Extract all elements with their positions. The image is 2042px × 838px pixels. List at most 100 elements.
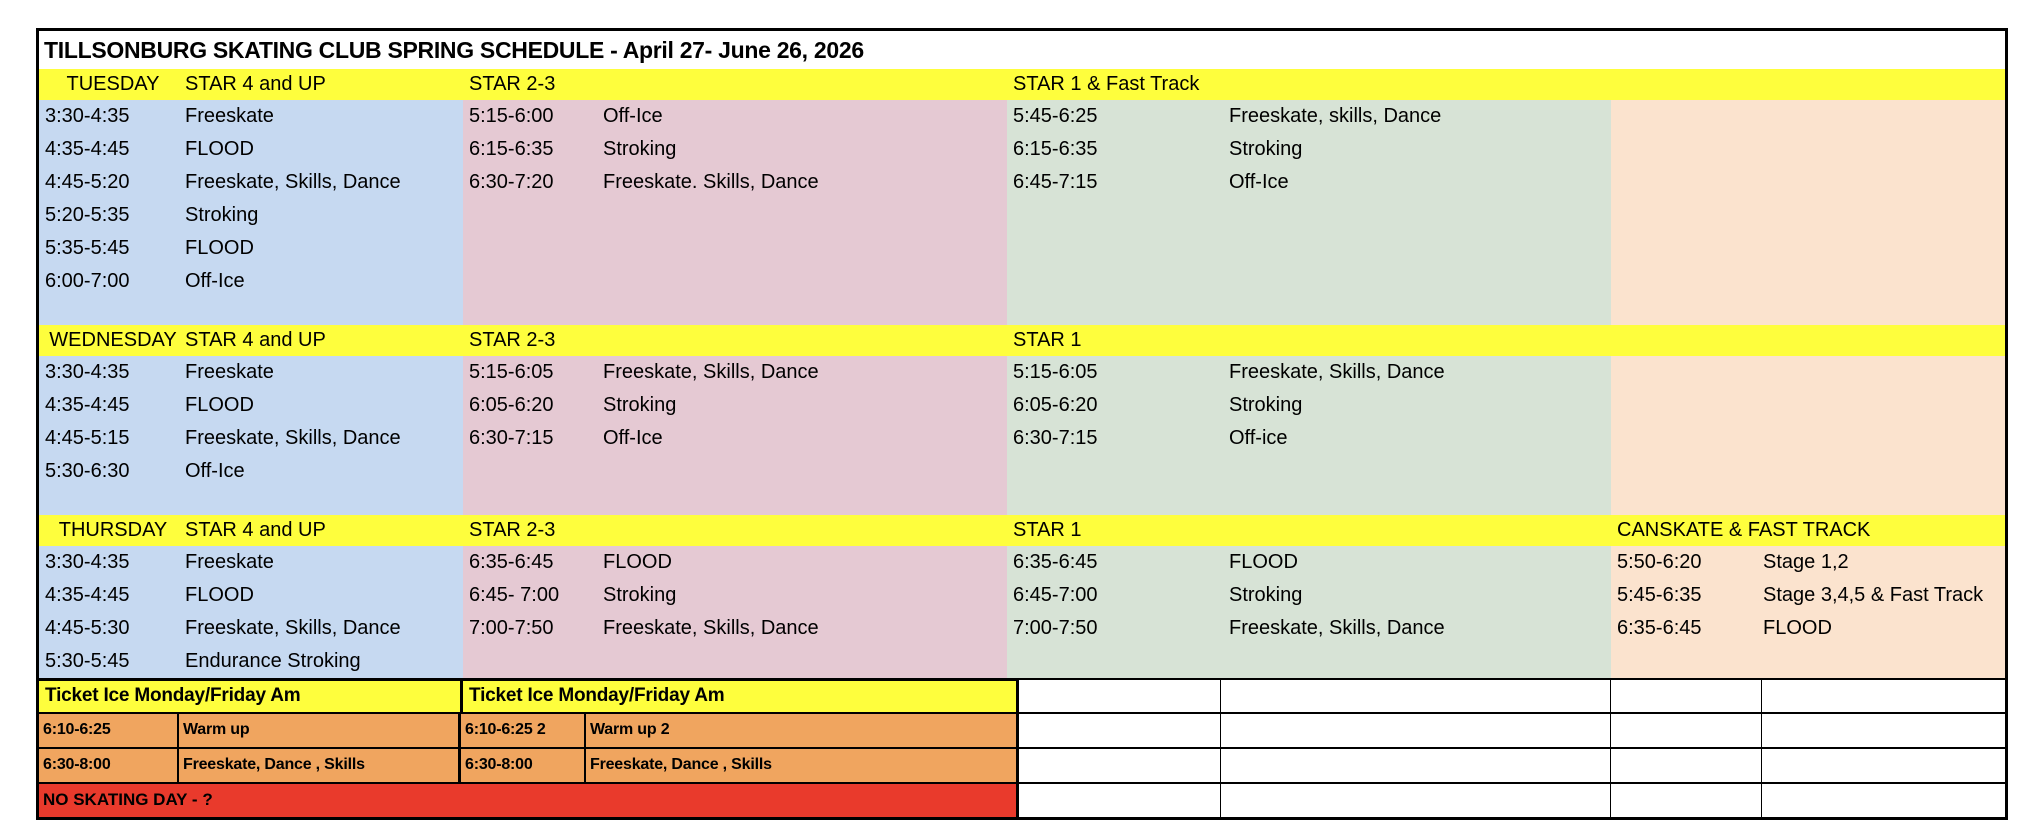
ticket-row: 6:30-8:00 Freeskate, Dance , Skills 6:30… (39, 747, 1016, 782)
schedule-entry: 6:35-6:45 FLOOD (463, 546, 1007, 579)
schedule-entry: 7:00-7:50 Freeskate, Skills, Dance (463, 612, 1007, 645)
schedule-entry: 5:30-5:45 Endurance Stroking (39, 645, 463, 678)
entry-time: 5:45-6:25 (1013, 105, 1098, 127)
entry-time: 7:00-7:50 (469, 617, 554, 639)
schedule-entry: 6:30-7:15 Off-ice (1007, 422, 1611, 455)
entry-label: Stroking (603, 394, 677, 416)
ticket-time-cell: 6:10-6:25 (39, 714, 179, 747)
entry-time: 7:00-7:50 (1013, 617, 1098, 639)
entry-time: 6:00-7:00 (45, 270, 130, 292)
entry-label: Stroking (1229, 138, 1303, 160)
empty-cell (1611, 749, 1762, 782)
schedule-entry: 5:50-6:20 Stage 1,2 (1611, 546, 2005, 579)
entry-time: 6:35-6:45 (1013, 551, 1098, 573)
ticket-header-cell: Ticket Ice Monday/Friday Am (39, 681, 463, 712)
entry-time: 6:45- 7:00 (469, 584, 560, 606)
entry-time: 5:30-5:45 (45, 650, 130, 672)
ticket-ice-section: Ticket Ice Monday/Friday Am Ticket Ice M… (39, 678, 1019, 817)
empty-cell (1019, 784, 1221, 817)
entry-label: Stroking (1229, 394, 1303, 416)
entry-label: Freeskate, Skills, Dance (603, 361, 819, 383)
entry-label: Stage 1,2 (1763, 551, 1849, 573)
ticket-header-cell: Ticket Ice Monday/Friday Am (463, 681, 1016, 712)
column-header: STAR 2-3 (469, 519, 556, 541)
column-header: CANSKATE & FAST TRACK (1617, 519, 1871, 541)
star1-column: 6:35-6:45 FLOOD 6:45-7:00 Stroking 7:00-7:50… (1007, 546, 1611, 678)
entry-label: Endurance Stroking (185, 650, 361, 672)
schedule-entry: 6:35-6:45 FLOOD (1611, 612, 2005, 645)
empty-cell (1019, 749, 1221, 782)
entry-label: Stroking (1229, 584, 1303, 606)
entry-time: 4:35-4:45 (45, 138, 130, 160)
schedule-entry: 5:15-6:05 Freeskate, Skills, Dance (463, 356, 1007, 389)
schedule-entry: 7:00-7:50 Freeskate, Skills, Dance (1007, 612, 1611, 645)
entry-time: 6:15-6:35 (469, 138, 554, 160)
column-header: STAR 1 (1013, 519, 1082, 541)
thursday-header-row: THURSDAY STAR 4 and UP STAR 2-3 STAR 1 C… (39, 515, 2005, 546)
schedule-entry: 6:30-7:20 Freeskate. Skills, Dance (463, 166, 1007, 199)
ticket-header-row: Ticket Ice Monday/Friday Am Ticket Ice M… (39, 681, 1016, 712)
schedule-entry: 4:45-5:30 Freeskate, Skills, Dance (39, 612, 463, 645)
entry-time: 4:45-5:15 (45, 427, 130, 449)
schedule-entry: 3:30-4:35 Freeskate (39, 356, 463, 389)
entry-label: Freeskate, Skills, Dance (185, 171, 401, 193)
empty-cell (1221, 749, 1611, 782)
empty-cell (1221, 680, 1611, 712)
entry-time: 5:15-6:00 (469, 105, 554, 127)
empty-cell (1611, 714, 1762, 747)
title-row: TILLSONBURG SKATING CLUB SPRING SCHEDULE… (39, 31, 2005, 69)
column-header: STAR 1 (1013, 329, 1082, 351)
ticket-label-cell: Freeskate, Dance , Skills (179, 749, 461, 782)
empty-cell (1762, 784, 2005, 817)
no-skating-row: NO SKATING DAY - ? (39, 782, 1016, 817)
entry-label: FLOOD (185, 584, 254, 606)
entry-label: Freeskate, Skills, Dance (1229, 617, 1445, 639)
entry-label: Freeskate, Skills, Dance (185, 427, 401, 449)
entry-time: 5:15-6:05 (1013, 361, 1098, 383)
schedule-entry: 6:35-6:45 FLOOD (1007, 546, 1611, 579)
entry-time: 3:30-4:35 (45, 551, 130, 573)
empty-cell (1221, 714, 1611, 747)
empty-cell (1762, 714, 2005, 747)
schedule-entry: 5:20-5:35 Stroking (39, 199, 463, 232)
thursday-band: 3:30-4:35 Freeskate 4:35-4:45 FLOOD 4:45-5:3… (39, 546, 2005, 678)
entry-label: Freeskate, Skills, Dance (603, 617, 819, 639)
entry-label: Freeskate, Skills, Dance (185, 617, 401, 639)
ticket-time-cell: 6:10-6:25 2 (461, 714, 586, 747)
entry-time: 4:45-5:30 (45, 617, 130, 639)
entry-time: 6:35-6:45 (1617, 617, 1702, 639)
ticket-row: 6:10-6:25 Warm up 6:10-6:25 2 Warm up 2 (39, 712, 1016, 747)
column-header: STAR 4 and UP (185, 73, 326, 95)
entry-label: Freeskate. Skills, Dance (603, 171, 819, 193)
schedule-entry: 6:45- 7:00 Stroking (463, 579, 1007, 612)
entry-time: 4:45-5:20 (45, 171, 130, 193)
ticket-label-cell: Freeskate, Dance , Skills (586, 749, 1016, 782)
entry-label: Freeskate, skills, Dance (1229, 105, 1442, 127)
entry-label: Off-ice (1229, 427, 1288, 449)
entry-label: Freeskate (185, 105, 274, 127)
entry-time: 6:05-6:20 (469, 394, 554, 416)
schedule-sheet: TILLSONBURG SKATING CLUB SPRING SCHEDULE… (36, 28, 2008, 820)
empty-grid-area (1019, 678, 2005, 817)
entry-time: 6:30-7:20 (469, 171, 554, 193)
schedule-entry: 4:45-5:15 Freeskate, Skills, Dance (39, 422, 463, 455)
entry-label: FLOOD (603, 551, 672, 573)
star23-column: 6:35-6:45 FLOOD 6:45- 7:00 Stroking 7:00-7:5… (463, 546, 1007, 678)
schedule-entry: 4:35-4:45 FLOOD (39, 579, 463, 612)
entry-label: Off-Ice (603, 105, 663, 127)
schedule-entry: 5:15-6:05 Freeskate, Skills, Dance (1007, 356, 1611, 389)
schedule-entry: 6:45-7:00 Stroking (1007, 579, 1611, 612)
star23-column: 5:15-6:00 Off-Ice 6:15-6:35 Stroking 6:30-7:… (463, 100, 1007, 325)
entry-time: 5:50-6:20 (1617, 551, 1702, 573)
empty-grid-row (1019, 678, 2005, 712)
ticket-time-cell: 6:30-8:00 (461, 749, 586, 782)
day-name: WEDNESDAY (49, 329, 177, 351)
schedule-entry: 6:00-7:00 Off-Ice (39, 265, 463, 298)
star4-column: 3:30-4:35 Freeskate 4:35-4:45 FLOOD 4:45-5:3… (39, 546, 463, 678)
column-header: STAR 1 & Fast Track (1013, 73, 1200, 95)
entry-label: Off-Ice (1229, 171, 1289, 193)
empty-grid-row (1019, 712, 2005, 747)
entry-time: 4:35-4:45 (45, 394, 130, 416)
entry-label: Off-Ice (185, 460, 245, 482)
star4-column: 3:30-4:35 Freeskate 4:35-4:45 FLOOD 4:45-5:2… (39, 100, 463, 325)
